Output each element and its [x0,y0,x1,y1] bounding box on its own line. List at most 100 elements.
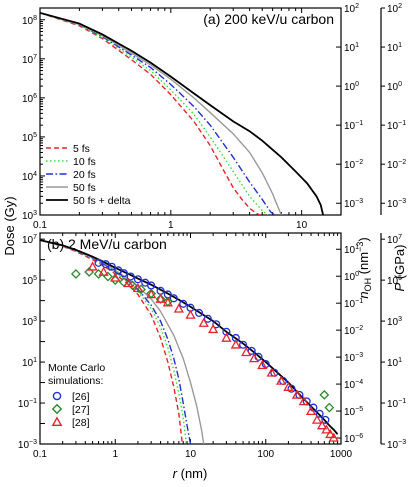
marker-ref-28 [87,261,98,271]
y2-tick-label: 100 [344,271,359,283]
marker-ref-28 [110,272,121,282]
legend-label: 10 fs [73,156,96,168]
legend-label: 50 fs + delta [73,195,131,207]
marker-ref-28 [198,317,209,327]
series-layer [40,239,339,444]
marker-ref-26 [119,269,128,278]
series-line-5-fs [40,12,261,215]
marker-ref-28 [221,332,232,342]
marker-ref-27 [324,402,335,413]
marker-ref-28 [155,293,166,303]
y2-ticks: 10−6 10−5 10−4 10−3 10−2 10−1 100 101 [336,244,363,445]
x-tick-label: 1 [168,220,174,231]
marker-ref-26 [126,272,135,281]
x-tick-label: 10 [296,220,308,231]
marker-ref-27 [84,267,95,277]
marker-ref-28 [132,282,144,293]
y3-ticks: 10−3 10−2 10−1 100 101 102 [381,3,406,210]
y3-tick-label: 101 [387,42,402,54]
y-ticks-left: 10−3 10−1 101 103 105 107 [18,234,45,451]
marker-ref-27 [127,280,138,291]
y2-tick-label: 10−1 [344,120,363,132]
legend-label: 20 fs [73,169,96,181]
marker-ref-28 [328,432,339,442]
y3-tick-label: 10−3 [387,198,406,210]
x-ticks: 0.1 1 10 [33,8,342,231]
y2-ticks: 10−3 10−2 10−1 100 101 102 [336,3,363,210]
y3-tick-label: 10−2 [387,159,406,171]
marker-ref-26 [179,299,188,308]
marker-ref-27 [155,294,166,304]
x-tick-label: 0.1 [33,220,47,231]
y-tick-label: 101 [22,357,37,369]
marker-ref-28 [257,359,268,370]
y3-tick-label: 103 [387,316,402,328]
series-line-50-fs [40,12,283,215]
y2-tick-label: 10−6 [344,433,363,445]
marker-ref-28 [146,289,157,299]
series-line-50-fs-delta [40,12,324,215]
marker-ref-28 [276,375,287,385]
marker-ref-26 [169,294,178,303]
y2-tick-label: 10−3 [344,352,363,364]
marker-ref-27 [103,271,113,282]
x-ticks: 0.1 1 10 100 1000 [33,233,353,460]
marker-ref-28 [98,266,109,276]
x-tick-label: 0.1 [33,449,47,460]
y3-axis-label-pressure: P (GPa) [392,245,407,292]
y2-tick-label: 10−3 [344,198,363,210]
legend-label: [26] [72,391,90,403]
marker-ref-28 [248,353,260,363]
marker-ref-27 [118,277,129,288]
marker-ref-28 [305,405,317,416]
marker-ref-28 [298,396,309,406]
marker-ref-27 [136,284,146,295]
y3-tick-label: 10−1 [387,398,406,410]
y2-tick-label: 10−5 [344,406,363,418]
marker-ref-26 [133,275,142,284]
marker-ref-28 [311,414,323,424]
y-tick-label: 107 [22,54,37,66]
marker-ref-28 [185,309,196,319]
panel-b-title: (b) 2 MeV/u carbon [47,236,167,252]
y-tick-label: 106 [22,93,37,105]
marker-ref-28 [291,389,303,399]
series-layer [40,12,324,215]
panel-a-title: (a) 200 keV/u carbon [203,11,334,27]
marker-ref-26 [239,340,248,349]
y-tick-label: 103 [22,210,37,222]
y3-tick-label: 10−3 [387,439,406,451]
y2-tick-label: 101 [344,244,359,256]
marker-ref-26 [107,262,116,271]
y2-tick-label: 10−2 [344,159,363,171]
marker-ref-28 [162,297,173,307]
legend-label: [28] [72,417,90,429]
marker-ref-28 [325,428,336,439]
y-tick-label: 103 [22,316,37,328]
marker-ref-26 [203,314,212,323]
x-tick-label: 1000 [330,449,353,460]
y-tick-label: 108 [22,15,37,27]
marker-ref-28 [316,420,328,430]
legend-label: 5 fs [73,143,90,155]
legend-marker [52,391,62,401]
panel-a-plot: 0.1 1 1010310410510610710810−310−210−11001… [22,3,406,231]
marker-ref-28 [241,346,252,357]
series-line-10-fs [40,239,188,444]
x-axis-label: r (nm) [173,466,208,481]
marker-ref-28 [173,303,184,313]
y-tick-label: 10−1 [18,398,37,410]
y2-tick-label: 102 [344,3,359,15]
y3-ticks: 10−3 10−1 101 103 105 107 [381,234,406,451]
series-line-20-fs [40,12,275,215]
y-tick-label: 107 [22,234,37,246]
legend-label: 50 fs [73,182,96,194]
y3-tick-label: 10−1 [387,120,406,132]
y3-tick-label: 107 [387,234,402,246]
legend-title: simulations: [48,375,103,387]
x-tick-label: 100 [257,449,274,460]
plot-layer: 0.1 1 1010310410510610710810−310−210−11001… [18,3,406,460]
